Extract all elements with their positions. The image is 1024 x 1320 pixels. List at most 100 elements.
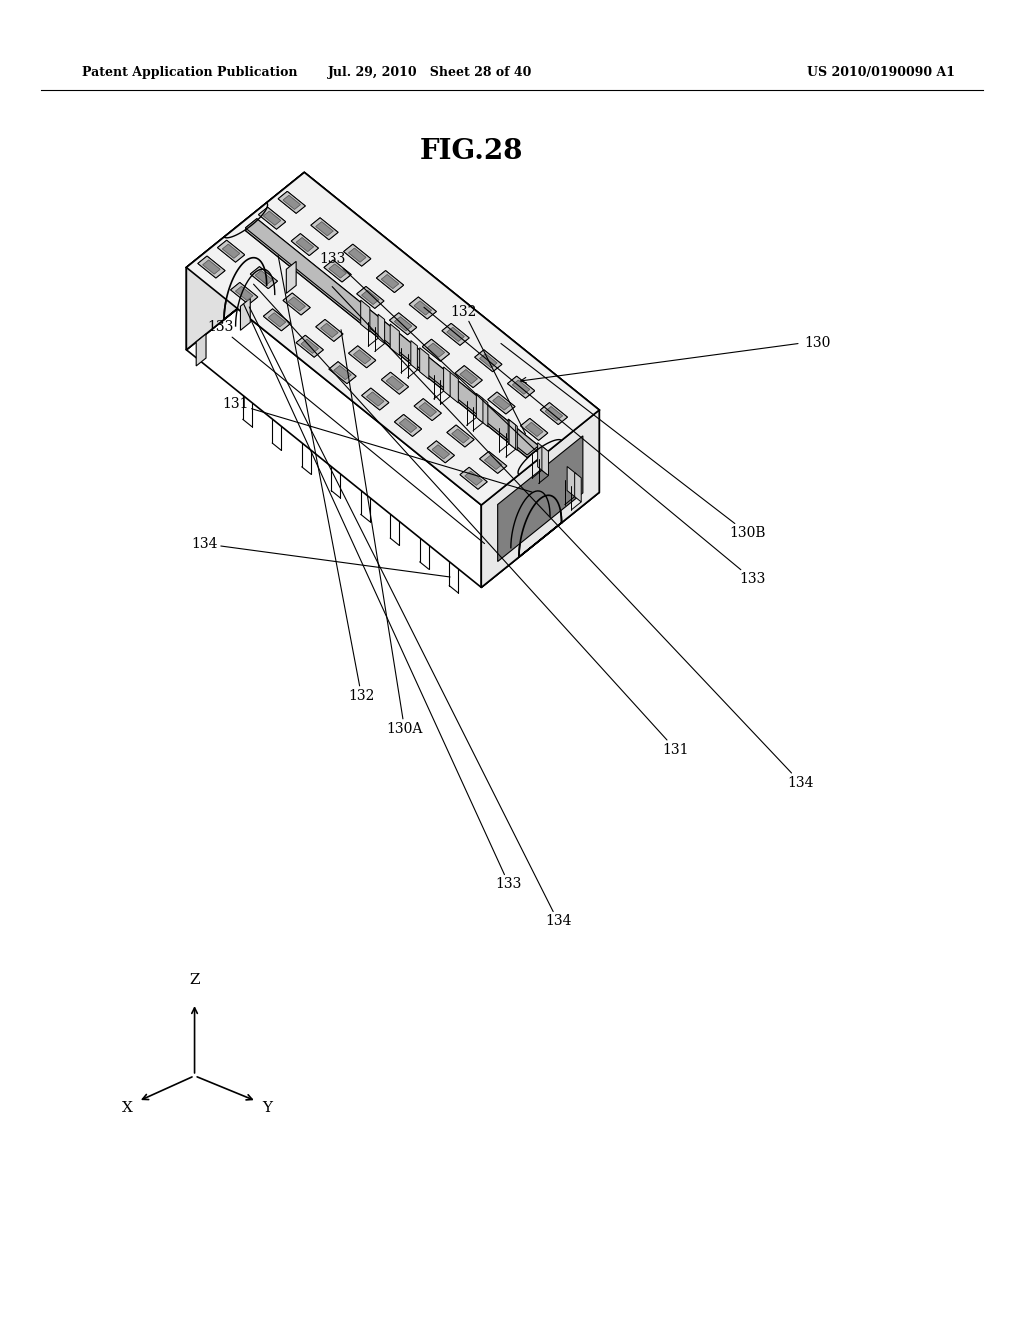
Text: 134: 134 xyxy=(249,308,571,928)
Polygon shape xyxy=(315,222,333,236)
Polygon shape xyxy=(420,347,429,379)
Polygon shape xyxy=(258,207,286,230)
Polygon shape xyxy=(321,323,338,338)
Text: 133: 133 xyxy=(244,304,522,891)
Polygon shape xyxy=(487,392,515,414)
Text: 133: 133 xyxy=(424,308,766,586)
Polygon shape xyxy=(399,418,417,433)
Polygon shape xyxy=(263,211,281,226)
Polygon shape xyxy=(427,441,455,463)
Polygon shape xyxy=(287,261,296,293)
Polygon shape xyxy=(241,298,250,330)
Text: Patent Application Publication: Patent Application Publication xyxy=(82,66,297,79)
Polygon shape xyxy=(367,392,384,407)
Polygon shape xyxy=(432,445,450,459)
Polygon shape xyxy=(512,380,529,395)
Polygon shape xyxy=(389,313,417,335)
Polygon shape xyxy=(283,293,310,315)
Polygon shape xyxy=(432,445,450,459)
Text: 132: 132 xyxy=(451,305,525,434)
Polygon shape xyxy=(525,422,543,437)
Polygon shape xyxy=(186,173,599,506)
Polygon shape xyxy=(442,323,469,346)
Polygon shape xyxy=(186,173,304,350)
Polygon shape xyxy=(315,222,333,236)
Polygon shape xyxy=(222,244,240,259)
Polygon shape xyxy=(460,467,487,490)
Polygon shape xyxy=(329,264,346,279)
Polygon shape xyxy=(460,370,477,384)
Polygon shape xyxy=(479,354,497,368)
Polygon shape xyxy=(250,267,278,289)
Polygon shape xyxy=(186,173,304,350)
Polygon shape xyxy=(353,350,371,364)
Polygon shape xyxy=(520,418,548,441)
Polygon shape xyxy=(258,207,286,230)
Polygon shape xyxy=(246,219,539,455)
Polygon shape xyxy=(291,234,318,256)
Polygon shape xyxy=(465,471,482,486)
Polygon shape xyxy=(291,234,318,256)
Polygon shape xyxy=(394,414,422,437)
Polygon shape xyxy=(427,343,444,358)
Polygon shape xyxy=(378,314,385,343)
Polygon shape xyxy=(186,173,599,506)
Polygon shape xyxy=(283,293,310,315)
Polygon shape xyxy=(493,396,510,411)
Polygon shape xyxy=(283,195,300,210)
Polygon shape xyxy=(217,240,245,263)
Polygon shape xyxy=(361,290,379,305)
Polygon shape xyxy=(427,343,444,358)
Polygon shape xyxy=(410,297,436,319)
Polygon shape xyxy=(509,420,516,449)
Polygon shape xyxy=(203,260,220,275)
Polygon shape xyxy=(268,313,286,327)
Polygon shape xyxy=(304,173,599,492)
Polygon shape xyxy=(414,399,441,421)
Polygon shape xyxy=(442,323,469,346)
Polygon shape xyxy=(455,366,482,388)
Polygon shape xyxy=(446,327,464,342)
Polygon shape xyxy=(443,367,451,396)
Polygon shape xyxy=(367,392,384,407)
Polygon shape xyxy=(246,222,539,458)
Polygon shape xyxy=(394,317,412,331)
Text: X: X xyxy=(122,1101,133,1115)
Polygon shape xyxy=(484,455,502,470)
Polygon shape xyxy=(394,414,422,437)
Polygon shape xyxy=(460,370,477,384)
Polygon shape xyxy=(390,323,399,355)
Polygon shape xyxy=(263,309,291,331)
Text: Jul. 29, 2010   Sheet 28 of 40: Jul. 29, 2010 Sheet 28 of 40 xyxy=(328,66,532,79)
Polygon shape xyxy=(414,301,431,315)
Polygon shape xyxy=(361,388,389,411)
Polygon shape xyxy=(348,346,376,368)
Polygon shape xyxy=(410,297,436,319)
Polygon shape xyxy=(311,218,338,240)
Polygon shape xyxy=(545,407,562,421)
Text: 130: 130 xyxy=(804,337,830,350)
Polygon shape xyxy=(377,271,403,293)
Polygon shape xyxy=(476,393,483,422)
Text: 132: 132 xyxy=(279,256,375,702)
Polygon shape xyxy=(541,403,567,425)
Polygon shape xyxy=(452,429,469,444)
Polygon shape xyxy=(394,317,412,331)
Polygon shape xyxy=(296,238,313,252)
Polygon shape xyxy=(508,376,535,399)
Polygon shape xyxy=(419,403,436,417)
Polygon shape xyxy=(381,275,398,289)
Polygon shape xyxy=(475,350,502,372)
Polygon shape xyxy=(361,290,379,305)
Polygon shape xyxy=(422,339,450,362)
Polygon shape xyxy=(246,219,539,455)
Polygon shape xyxy=(348,248,366,263)
Text: 134: 134 xyxy=(332,286,814,789)
Polygon shape xyxy=(525,422,543,437)
Polygon shape xyxy=(545,407,562,421)
Polygon shape xyxy=(567,466,577,498)
Polygon shape xyxy=(542,446,549,475)
Polygon shape xyxy=(508,418,517,450)
Polygon shape xyxy=(386,376,403,391)
Polygon shape xyxy=(422,339,450,362)
